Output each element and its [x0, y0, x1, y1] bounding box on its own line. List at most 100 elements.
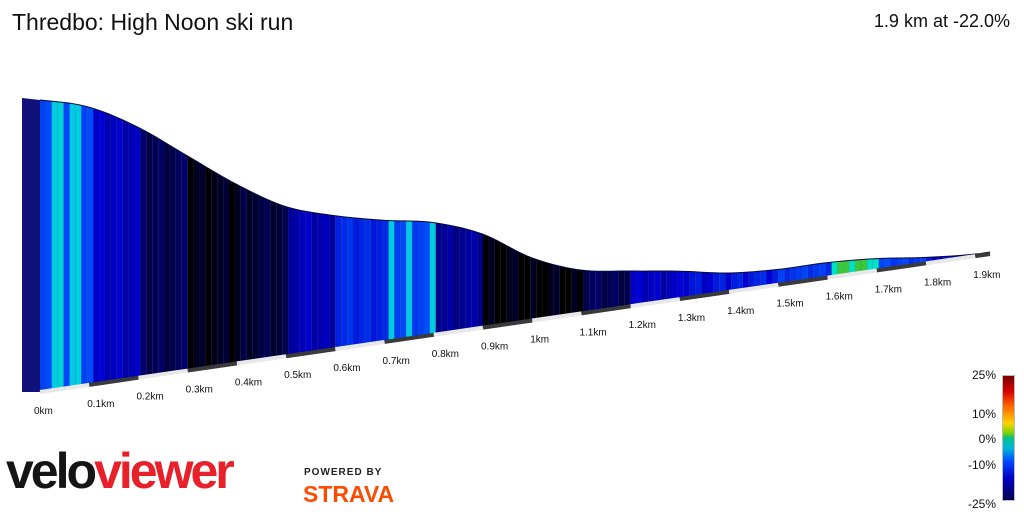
profile-slice	[547, 262, 555, 319]
profile-slice	[459, 227, 466, 332]
profile-slice	[388, 220, 395, 342]
profile-slice	[618, 270, 626, 309]
profile-slice	[69, 102, 76, 388]
baseline-segment	[384, 332, 435, 344]
profile-slice	[571, 268, 578, 316]
profile-slice	[405, 220, 413, 340]
profile-slice	[630, 270, 637, 307]
profile-slice	[81, 104, 88, 387]
profile-slice	[335, 215, 342, 350]
profile-slice	[417, 220, 425, 338]
profile-slice	[299, 209, 307, 355]
profile-slice	[323, 213, 330, 352]
profile-slice	[476, 231, 484, 329]
gradient-color-legend	[1002, 375, 1015, 501]
profile-slice	[216, 173, 224, 367]
profile-slice	[565, 267, 572, 316]
powered-by-label: POWERED BY	[304, 467, 383, 478]
profile-slice	[340, 216, 348, 349]
profile-slice	[128, 122, 135, 380]
profile-slice	[553, 264, 561, 318]
profile-slice	[695, 271, 702, 298]
profile-slice	[87, 106, 94, 386]
profile-slice	[104, 112, 112, 383]
profile-slice	[612, 270, 620, 310]
profile-slice	[654, 270, 661, 304]
profile-slice	[92, 108, 100, 385]
baseline-segment	[482, 318, 533, 330]
baseline-segment	[925, 254, 976, 266]
logo-velo: velo	[6, 443, 97, 499]
x-tick-label: 1.1km	[579, 327, 606, 338]
profile-slice	[701, 271, 708, 297]
profile-slice	[51, 100, 58, 391]
profile-slice	[677, 270, 685, 300]
baseline-segment	[433, 325, 484, 337]
x-tick-label: 1.8km	[924, 277, 951, 288]
baseline-segment	[335, 339, 385, 352]
x-tick-label: 0.9km	[481, 342, 508, 353]
profile-slice	[589, 270, 596, 313]
x-tick-label: 0.7km	[383, 356, 410, 367]
profile-slice	[211, 169, 218, 368]
baseline-segment	[88, 375, 139, 387]
profile-slice	[606, 270, 614, 310]
profile-slice	[382, 219, 389, 343]
profile-slice	[636, 270, 643, 306]
strava-logo: STRAVA	[303, 481, 395, 507]
legend-tick-label: 10%	[971, 407, 996, 421]
x-tick-label: 1.5km	[776, 299, 803, 310]
profile-slice	[724, 272, 732, 293]
profile-start-wall	[22, 98, 40, 392]
baseline-segment	[236, 354, 287, 366]
profile-slice	[665, 270, 673, 302]
x-tick-label: 0.1km	[87, 399, 114, 410]
profile-slice	[494, 239, 501, 327]
profile-slice	[193, 159, 200, 370]
profile-slice	[364, 218, 372, 346]
profile-slice	[146, 131, 153, 377]
profile-slice	[352, 217, 360, 347]
profile-slice	[453, 225, 460, 333]
profile-slice	[293, 208, 301, 356]
x-tick-label: 0.4km	[235, 377, 262, 388]
profile-slice	[683, 271, 690, 299]
x-tick-label: 0.3km	[186, 385, 213, 396]
profile-slice	[57, 101, 64, 390]
profile-slice	[258, 195, 265, 361]
profile-slice	[559, 265, 566, 317]
profile-slice	[671, 270, 679, 301]
profile-slice	[287, 206, 295, 357]
profile-slice	[659, 270, 667, 303]
profile-slice	[63, 102, 70, 389]
legend-tick-label: -10%	[967, 458, 996, 472]
profile-slice	[488, 236, 496, 328]
chart-title: Thredbo: High Noon ski run	[12, 9, 294, 35]
x-tick-label: 0.5km	[284, 370, 311, 381]
profile-slice	[719, 272, 726, 294]
profile-slice	[151, 134, 159, 376]
profile-slice	[346, 216, 354, 348]
profile-slice	[234, 183, 242, 364]
profile-slice	[122, 119, 129, 381]
route-summary: 1.9 km at -22.0%	[873, 11, 1010, 31]
logo-viewer: viewer	[94, 443, 235, 499]
profile-slice	[429, 221, 437, 336]
profile-slice	[441, 223, 448, 334]
x-tick-label: 1.3km	[678, 313, 705, 324]
profile-slice	[205, 166, 212, 369]
profile-slice	[470, 230, 478, 330]
baseline-segment	[827, 268, 878, 280]
profile-slice	[246, 189, 253, 363]
profile-slice	[500, 242, 507, 326]
x-tick-label: 1.4km	[727, 306, 754, 317]
profile-slice	[140, 128, 147, 378]
profile-slice	[305, 211, 312, 354]
baseline-segment	[778, 275, 828, 287]
profile-slice	[541, 260, 549, 320]
profile-slice	[276, 202, 283, 358]
profile-slice	[157, 137, 165, 376]
profile-slice	[376, 219, 383, 344]
legend-tick-label: 0%	[978, 432, 996, 446]
profile-slice	[730, 272, 738, 292]
